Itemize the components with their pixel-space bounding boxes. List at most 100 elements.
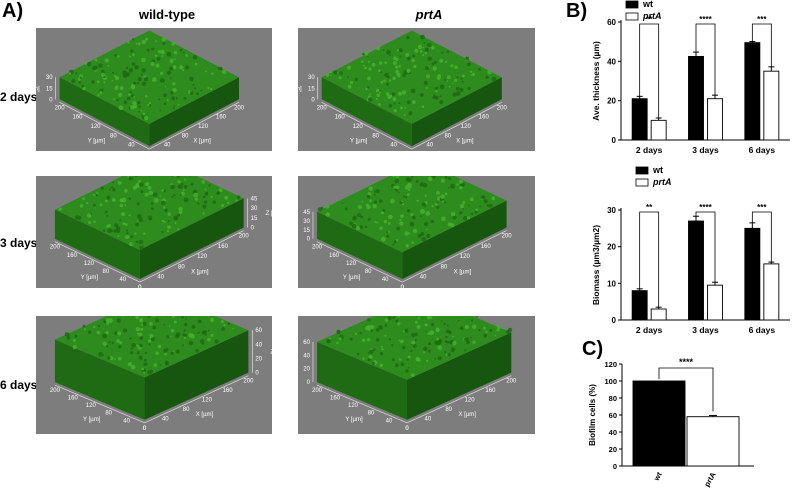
x-axis-line	[149, 102, 240, 150]
biofilm-texture	[64, 316, 235, 375]
legend-label-prtA: prtA	[642, 11, 662, 21]
y-tick-label: 60	[609, 411, 617, 420]
x-tick-label: 0	[138, 285, 142, 288]
y-tick-label: 120	[604, 360, 617, 369]
y-tick-label: 160	[67, 253, 78, 259]
panel-label-a: A)	[2, 0, 24, 22]
x-tick-label: 120	[461, 124, 472, 130]
z-tick-label: 15	[303, 228, 310, 234]
y-tick-label: 160	[330, 396, 341, 402]
chart-average-thickness: wt prtA 0 20 40 60 Ave. thickness (µm) ** 2 days…	[591, 0, 790, 155]
z-tick-label: 30	[308, 75, 315, 81]
significance-marker: ***	[757, 15, 767, 24]
y-axis-unit: Y [µm]	[350, 139, 368, 145]
z-tick-label: 60	[255, 328, 262, 334]
x-tick-label: 0	[405, 426, 409, 432]
biofilm-top-face	[59, 30, 239, 124]
x-tick-label-3-days: 3 days	[692, 325, 719, 335]
y-tick-label: 0	[143, 426, 147, 432]
y-tick-label: 40	[119, 277, 126, 283]
z-tick-label: 0	[307, 237, 311, 243]
y-tick-label: 80	[372, 133, 379, 139]
x-axis-unit: X [µm]	[458, 412, 476, 418]
y-axis-line	[316, 241, 403, 283]
z-axis-unit: Z [µm]	[36, 86, 40, 92]
y-tick-label: 40	[123, 418, 130, 424]
y-tick-label: 120	[86, 403, 97, 409]
significance-marker: **	[646, 15, 653, 24]
bar-wt-3-days	[688, 220, 704, 321]
bar-wt	[632, 380, 686, 467]
x-tick-label: 200	[234, 105, 245, 111]
x-tick-label: 40	[157, 275, 164, 281]
legend: wt prtA	[625, 0, 662, 21]
y-tick-label: 80	[110, 133, 117, 139]
y-tick-label: 200	[317, 105, 328, 111]
biofilm-top-face	[54, 316, 249, 378]
microscopy-prtA-6-days: 200 160 120 80 40 0 0 40 80 120 160 200 Y [µm] X [µm]…	[298, 316, 535, 434]
bar-prtA-6-days	[763, 263, 780, 321]
y-tick-label: 60	[607, 18, 616, 27]
y-tick-label: 10	[607, 279, 616, 288]
y-tick-label: 0	[401, 285, 405, 288]
x-tick-label: 200	[502, 234, 513, 240]
microscopy-prtA-3-days: 200 160 120 80 40 0 0 40 80 120 160 200 Y [µm] X [µm]…	[298, 176, 535, 288]
z-tick-label: 30	[303, 219, 310, 225]
x-axis-line	[406, 375, 512, 424]
y-axis-title: Ave. thickness (µm)	[591, 41, 601, 121]
panel-label-b: B)	[566, 0, 588, 22]
y-tick-label: 100	[604, 377, 617, 386]
x-axis-unit: X [µm]	[191, 269, 209, 275]
z-tick-label: 15	[308, 86, 315, 92]
x-tick-label: 160	[479, 115, 490, 121]
biofilm-right-face	[411, 77, 502, 147]
y-tick-label: 120	[346, 261, 357, 267]
x-tick-label-2-days: 2 days	[636, 325, 663, 335]
x-tick-label: 120	[465, 398, 476, 404]
biofilm-right-face	[139, 198, 244, 279]
x-tick-label: 0	[143, 426, 147, 432]
y-tick-label: 200	[55, 105, 66, 111]
bar-prtA-3-days	[707, 284, 723, 321]
x-tick-label: 80	[445, 407, 452, 413]
biofilm-right-face	[402, 200, 507, 279]
significance-bracket	[639, 211, 660, 308]
microscopy-wild-type-3-days: 200 160 120 80 40 0 0 40 80 120 160 200 Y [µm] X [µm]…	[36, 176, 272, 288]
y-tick-label: 200	[50, 245, 61, 251]
y-tick-label: 120	[348, 403, 359, 409]
y-axis-line	[59, 102, 150, 150]
bar-wt-2-days	[631, 290, 648, 321]
significance-marker: ****	[699, 203, 712, 212]
y-tick-label: 160	[329, 253, 340, 259]
x-tick-label: 120	[197, 254, 208, 260]
x-tick-label: 200	[239, 234, 250, 240]
bar-wt-6-days	[744, 42, 761, 141]
x-tick-label: 40	[426, 143, 433, 149]
x-tick-label: 160	[218, 244, 229, 250]
y-tick-label: 160	[335, 115, 346, 121]
bar-prtA-6-days	[763, 70, 780, 141]
x-tick-label: 160	[216, 115, 227, 121]
x-axis-unit: X [µm]	[193, 139, 211, 145]
z-tick-label: 60	[303, 340, 310, 346]
biofilm-left-face	[317, 211, 403, 279]
biofilm-top-face	[321, 30, 502, 124]
significance-marker: **	[646, 203, 653, 212]
x-tick-label: 80	[444, 133, 451, 139]
z-tick-label: 45	[303, 210, 310, 216]
column-heading-wild-type: wild-type	[138, 7, 196, 22]
column-heading-prtA: prtA	[415, 7, 443, 22]
x-tick-label: 200	[506, 379, 517, 385]
x-tick-label-6-days: 6 days	[749, 145, 776, 155]
y-tick-label: 120	[90, 124, 101, 130]
y-axis-title: Biomass (µm3/µm2)	[591, 225, 601, 305]
y-tick-label: 160	[68, 396, 79, 402]
x-tick-label: 0	[401, 285, 405, 288]
y-axis-unit: Y [µm]	[83, 417, 101, 423]
y-axis-line	[321, 102, 412, 150]
biofilm-right-face	[407, 332, 512, 420]
y-tick-label: 120	[84, 261, 95, 267]
